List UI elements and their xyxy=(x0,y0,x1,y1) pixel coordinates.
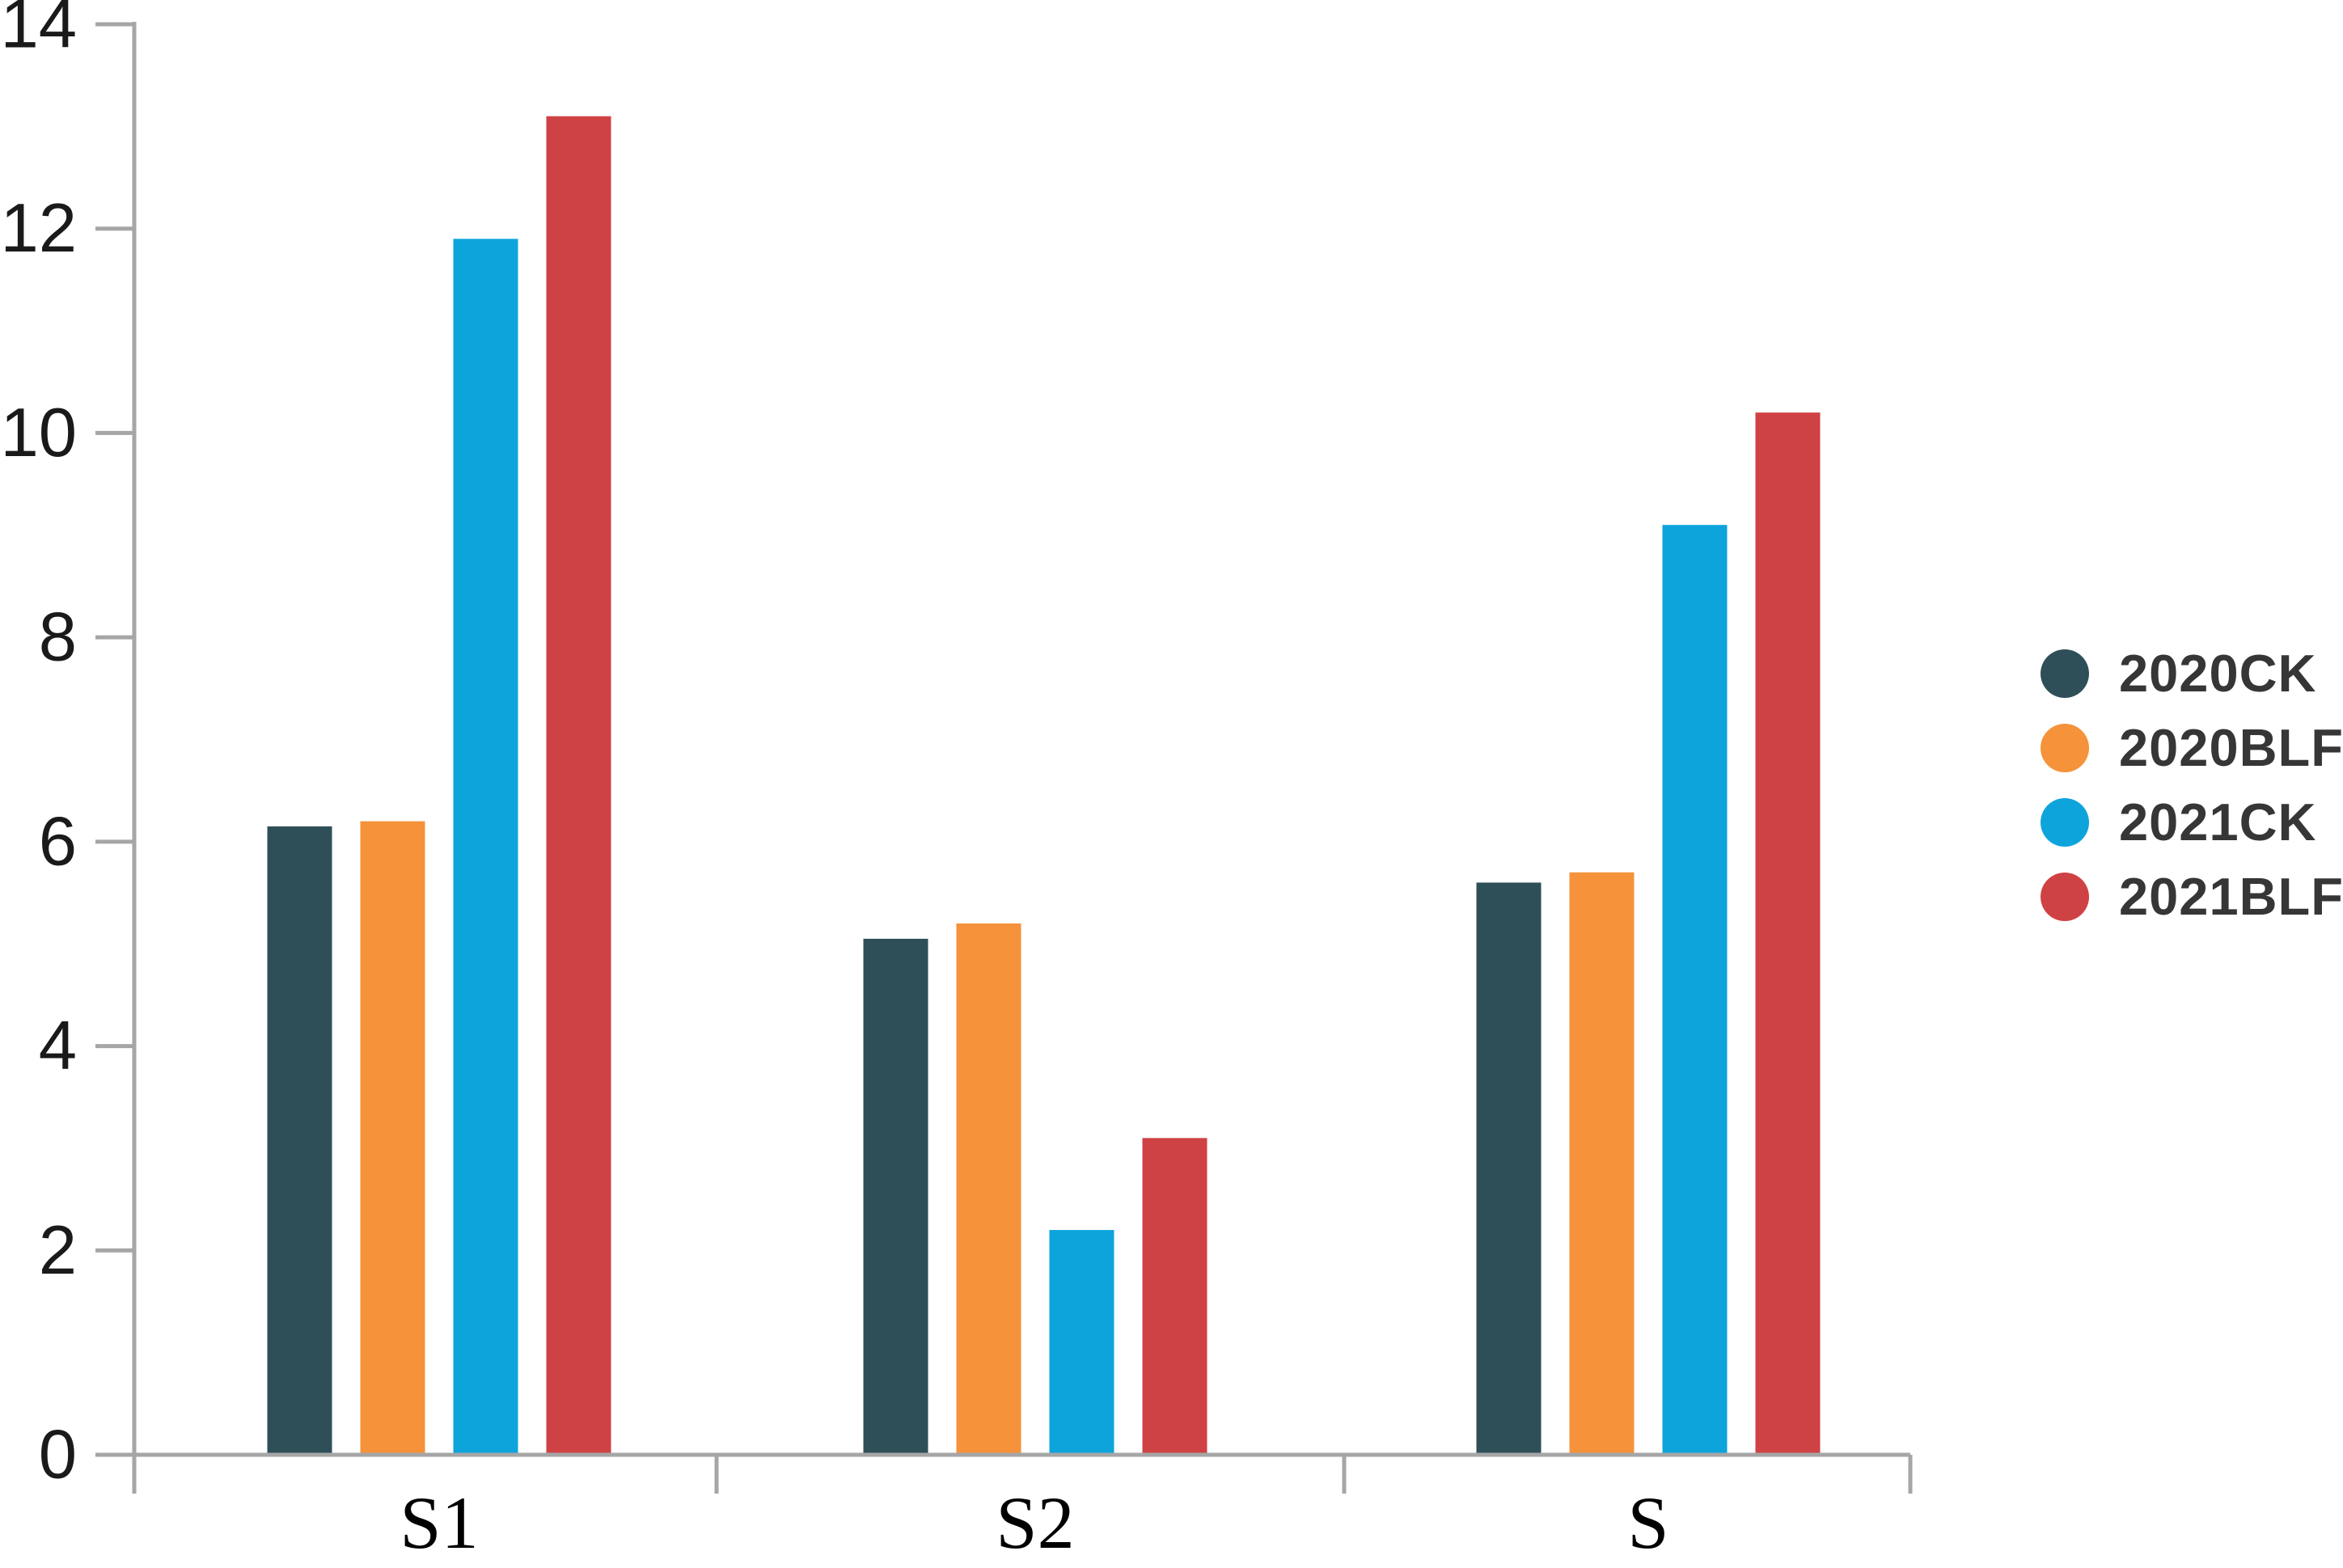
y-tick-label-6: 6 xyxy=(39,803,77,880)
bar-2021ck-s2 xyxy=(1049,1230,1114,1455)
bar-2020ck-s1 xyxy=(267,826,332,1455)
y-tick-label-14: 14 xyxy=(0,0,77,63)
y-tick-label-10: 10 xyxy=(0,395,77,471)
legend-swatch-2020blf xyxy=(2041,724,2089,772)
legend-item-2020blf: 2020BLF xyxy=(2041,718,2343,777)
bar-2020ck-s xyxy=(1476,882,1542,1455)
bar-2020blf-s xyxy=(1569,872,1635,1455)
bar-2021ck-s xyxy=(1662,525,1728,1455)
legend-swatch-2021blf xyxy=(2041,873,2089,921)
legend-label-2020blf: 2020BLF xyxy=(2119,718,2343,777)
legend-label-2021ck: 2021CK xyxy=(2119,792,2317,852)
legend-swatch-2020ck xyxy=(2041,649,2089,698)
x-category-label-s2: S2 xyxy=(996,1481,1074,1564)
bar-2020blf-s2 xyxy=(956,923,1021,1455)
bar-2021blf-s2 xyxy=(1142,1138,1207,1455)
legend-item-2020ck: 2020CK xyxy=(2041,644,2343,703)
legend-item-2021blf: 2021BLF xyxy=(2041,867,2343,926)
bar-2020ck-s2 xyxy=(863,938,928,1455)
x-category-label-s: S xyxy=(1627,1481,1668,1564)
bar-2021blf-s1 xyxy=(546,116,611,1455)
bar-2020blf-s1 xyxy=(360,821,425,1455)
legend-label-2020ck: 2020CK xyxy=(2119,644,2317,703)
legend-swatch-2021ck xyxy=(2041,798,2089,847)
y-tick-label-4: 4 xyxy=(39,1008,77,1084)
x-category-label-s1: S1 xyxy=(400,1481,478,1564)
y-tick-label-12: 12 xyxy=(0,190,77,267)
bar-2021ck-s1 xyxy=(453,239,518,1456)
y-tick-label-2: 2 xyxy=(39,1212,77,1289)
legend-label-2021blf: 2021BLF xyxy=(2119,867,2343,926)
legend-item-2021ck: 2021CK xyxy=(2041,792,2343,852)
y-tick-label-8: 8 xyxy=(39,599,77,676)
bar-2021blf-s xyxy=(1755,412,1821,1456)
y-tick-label-0: 0 xyxy=(39,1417,77,1494)
legend: 2020CK 2020BLF 2021CK 2021BLF xyxy=(2041,644,2343,947)
